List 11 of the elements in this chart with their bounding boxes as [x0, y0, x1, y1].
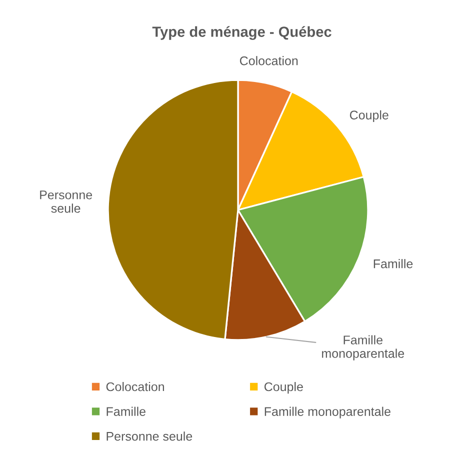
- slice-label: Famille: [374, 259, 413, 268]
- legend-label: Personne seule: [106, 432, 192, 441]
- legend-label: Couple: [264, 382, 303, 394]
- legend-label: Colocation: [106, 382, 164, 392]
- slice-label: Colocation: [240, 56, 298, 66]
- chart-title: Type de ménage - Québec: [152, 26, 332, 40]
- slice-label: Personne seule: [40, 190, 92, 213]
- slice-label: Couple: [350, 110, 388, 122]
- slice-label: Famille monoparentale: [322, 335, 404, 360]
- legend-label: Famille: [106, 406, 146, 416]
- legend-label: Famille monoparentale: [264, 406, 390, 418]
